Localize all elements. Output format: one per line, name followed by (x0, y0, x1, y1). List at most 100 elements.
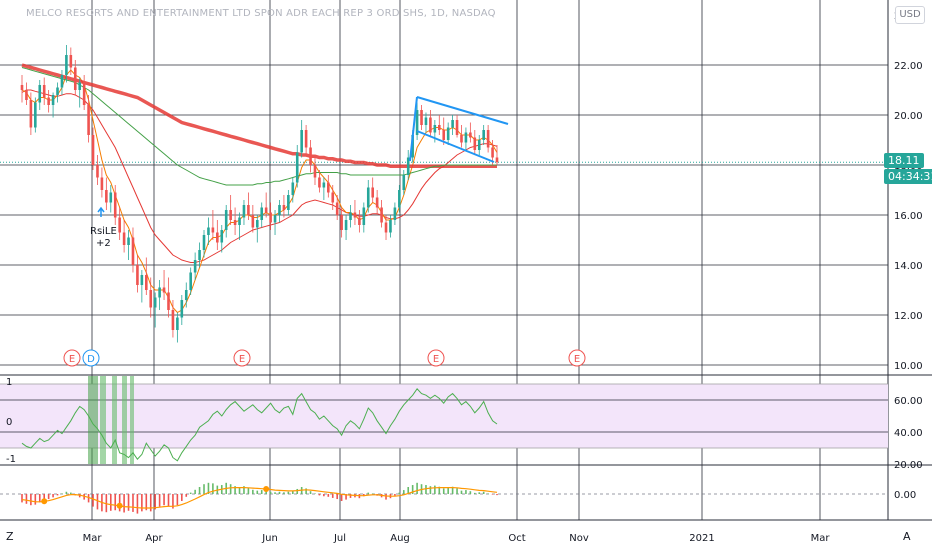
time-tick-label: Mar (83, 533, 103, 544)
price-tick-label: 20.00 (894, 111, 923, 122)
event-marker-circle (568, 349, 586, 367)
histogram-bar (429, 486, 432, 494)
candle-body (127, 237, 130, 245)
candle-body (211, 227, 215, 233)
signal-label: RsiLE +2 (90, 226, 117, 250)
time-tick-label: Mar (811, 533, 831, 544)
candle-body (251, 215, 255, 228)
histogram-bar (181, 494, 183, 501)
candle-body (349, 212, 352, 220)
histogram-bar (265, 490, 267, 494)
histogram-bar (340, 494, 343, 501)
time-tick-label: Apr (145, 533, 163, 544)
histogram-bar (145, 494, 148, 511)
auto-scale-toggle[interactable]: A (903, 530, 911, 543)
histogram-bar (136, 494, 139, 514)
histogram-bar (318, 494, 321, 496)
histogram-bar (487, 493, 489, 494)
buy-arrow-icon (97, 206, 105, 217)
candle-body (100, 177, 104, 190)
histogram-bar (416, 482, 418, 494)
histogram-bar (149, 494, 152, 512)
rsi-band (0, 376, 888, 464)
candle-body (406, 157, 410, 175)
histogram-bar (43, 494, 45, 501)
histogram-bar (189, 492, 192, 494)
event-marker-e[interactable]: E (63, 349, 81, 367)
rsi-band-fill (0, 384, 888, 448)
rsi-tick-label: 40.00 (894, 428, 923, 439)
signal-highlight-3 (122, 376, 127, 464)
moving-average-0 (21, 89, 498, 263)
moving-averages (21, 63, 498, 314)
channel-upper (416, 96, 509, 125)
candle-body (437, 125, 441, 130)
flag-channel-drawing[interactable] (409, 96, 509, 163)
histogram-tick-label: 0.00 (894, 490, 916, 501)
candle-body (180, 300, 184, 318)
chart-title: MELCO RESORTS AND ENTERTAINMENT LTD SPON… (26, 8, 496, 19)
candle-body (20, 85, 24, 90)
histogram-bar (434, 485, 436, 494)
histogram-bar (474, 492, 476, 494)
cross-marker (41, 498, 48, 505)
candle-body (473, 137, 477, 150)
candle-body (335, 202, 339, 215)
histogram-bar (367, 492, 370, 494)
candle-body (65, 55, 68, 75)
currency-button[interactable]: USD (895, 6, 925, 24)
candle-body (384, 222, 388, 233)
histogram-bar (482, 491, 485, 494)
histogram-bar (465, 490, 467, 494)
histogram-bar (478, 492, 481, 494)
rsi-line (21, 387, 498, 462)
histogram-bar (61, 493, 63, 494)
candle-body (118, 217, 121, 233)
candle-body (87, 105, 90, 135)
candle-body (366, 187, 370, 208)
candle-body (184, 290, 188, 300)
histogram-bar (291, 491, 294, 494)
candle-body (362, 207, 366, 225)
event-marker-e[interactable]: E (568, 349, 586, 367)
candle-body (96, 165, 99, 178)
histogram-bar (127, 494, 130, 511)
candle-body (331, 192, 335, 203)
histogram-bar (425, 485, 427, 494)
histogram-bar (283, 492, 285, 494)
candle-body (216, 232, 219, 243)
histogram-bar (243, 486, 245, 494)
countdown-badge: 04:34:31 (884, 169, 932, 184)
candle-body (176, 317, 179, 330)
candle-body (451, 120, 454, 128)
histogram-bar (469, 491, 472, 494)
histogram-bar (109, 494, 112, 511)
candle-body (313, 165, 317, 178)
histogram-bar (172, 494, 174, 509)
event-marker-e[interactable]: E (233, 349, 251, 367)
candle-body (78, 82, 82, 90)
candle-body (136, 265, 139, 285)
histogram-bar (70, 492, 72, 494)
candle-body (233, 220, 237, 225)
zoom-toggle[interactable]: Z (6, 530, 14, 543)
candle-body (269, 212, 272, 223)
event-marker-d[interactable]: D (82, 349, 100, 367)
candle-body (295, 152, 299, 183)
rsi-tick-label: 20.00 (894, 460, 923, 471)
histogram-bar (123, 494, 125, 513)
candle-body (109, 192, 113, 203)
candle-body (278, 205, 281, 215)
histogram-bar (25, 494, 28, 504)
candle-body (402, 175, 406, 190)
cross-marker (263, 485, 270, 492)
histogram-bar (438, 486, 441, 494)
histogram-bar (185, 494, 188, 497)
histogram-bar (194, 489, 196, 494)
histogram-bar (407, 487, 410, 494)
candle-body (153, 297, 157, 308)
price-tick-label: 22.00 (894, 61, 923, 72)
event-marker-e[interactable]: E (427, 349, 445, 367)
